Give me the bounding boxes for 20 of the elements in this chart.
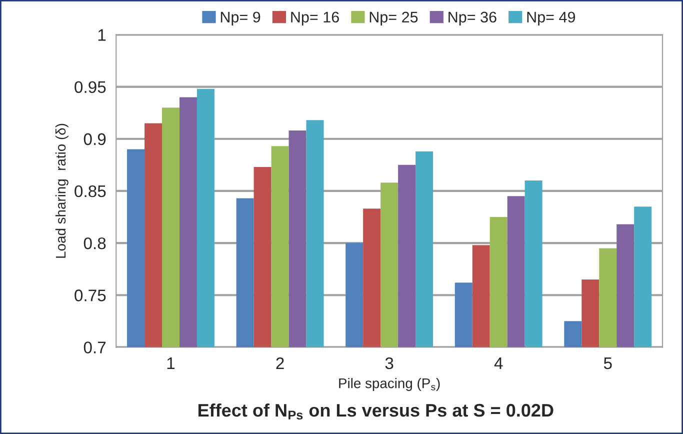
x-tick-label: 4 [494, 358, 503, 369]
y-tick-label: 0.85 [74, 185, 106, 198]
y-axis-title: Load sharing ratio (δ) [55, 124, 68, 258]
y-tick-label: 0.9 [84, 133, 106, 146]
text: Effect of N$_{Ps}$ on Ls versus Ps at S = 0.02D [198, 403, 554, 420]
y-tick-label: 0.7 [84, 342, 106, 354]
x-tick-label: 1 [167, 358, 175, 369]
y-tick-label: 1 [98, 29, 106, 41]
legend-label: Np= 9 [220, 12, 260, 26]
x-tick-label: 3 [385, 357, 394, 370]
legend-label: Np= 16 [291, 12, 339, 26]
legend-label: Np= 36 [448, 12, 496, 26]
legend-label: Np= 25 [370, 12, 418, 26]
x-axis-title: Pile spacing (P$_{s}$) [339, 378, 440, 391]
x-tick-label: 2 [276, 357, 284, 369]
x-tick-label: 5 [604, 358, 612, 370]
y-tick-label: 0.95 [74, 81, 106, 94]
y-tick-label: 0.75 [74, 290, 106, 302]
legend-label: Np= 49 [527, 12, 576, 26]
y-tick-label: 0.8 [84, 237, 106, 250]
